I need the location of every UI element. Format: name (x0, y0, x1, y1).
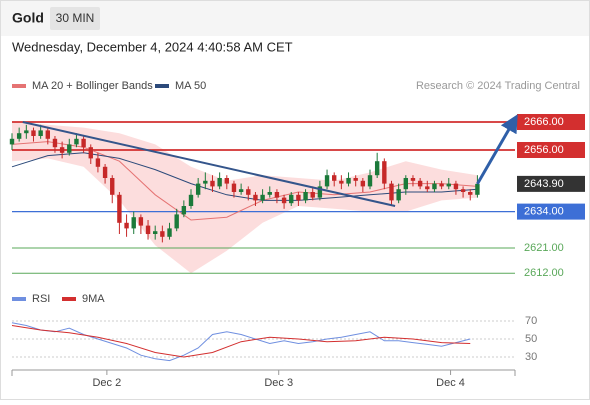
candle-body (74, 138, 79, 145)
level-badge (517, 203, 585, 220)
candle-body (403, 178, 409, 190)
candle-body (188, 194, 194, 206)
legend-swatch (155, 84, 169, 88)
level-badge (517, 175, 585, 192)
candle-body (16, 133, 22, 139)
candle-body (145, 225, 151, 234)
candle-body (153, 231, 158, 234)
level-label: 2634.00 (524, 206, 564, 218)
candle-body (425, 186, 430, 190)
candle-body (446, 183, 451, 187)
candle-body (195, 183, 201, 195)
candle-body (353, 178, 358, 181)
candle-body (102, 166, 108, 178)
y-tick-label: 50 (525, 333, 537, 345)
candle-body (38, 130, 43, 136)
candle-body (253, 194, 258, 201)
candle-body (468, 192, 473, 195)
trendline (22, 121, 396, 207)
candle-body (160, 231, 165, 237)
x-tick-label: Dec 4 (436, 377, 465, 389)
candle-body (360, 180, 366, 187)
candle-body (339, 180, 344, 184)
candle-body (346, 178, 351, 184)
candle-body (67, 144, 72, 153)
candle-body (389, 183, 394, 201)
credit: Research © 2024 Trading Central (416, 80, 580, 92)
timestamp: Wednesday, December 4, 2024 4:40:58 AM C… (12, 39, 293, 54)
candle-body (296, 194, 301, 201)
candle-body (274, 192, 280, 198)
level-label: 2656.00 (524, 144, 564, 156)
candle-body (267, 192, 272, 195)
candle-body (417, 180, 423, 187)
legend-label: MA 20 + Bollinger Bands (32, 80, 153, 92)
x-tick-label: Dec 3 (264, 377, 293, 389)
candle-body (432, 183, 437, 190)
y-tick-label: 70 (525, 315, 537, 327)
rsi-line (11, 325, 471, 358)
candle-body (88, 147, 93, 159)
level-label: 2666.00 (524, 116, 564, 128)
level-label: 2612.00 (524, 267, 564, 279)
level-badge (517, 114, 585, 130)
candle-body (475, 183, 480, 195)
candle-body (281, 197, 287, 204)
candle-body (396, 189, 401, 201)
candle-body (324, 175, 330, 187)
candle-body (289, 194, 294, 204)
x-tick-label: Dec 2 (92, 377, 121, 389)
instrument: Gold (12, 10, 44, 26)
legend-label: MA 50 (175, 80, 206, 92)
candle-body (174, 214, 179, 229)
candle-body (124, 222, 129, 229)
candle-body (59, 147, 65, 153)
forecast-arrow (476, 114, 518, 185)
legend-swatch (12, 297, 26, 301)
candle-body (303, 192, 308, 201)
candle-body (203, 180, 208, 184)
candle-body (131, 217, 136, 229)
candle-body (224, 178, 230, 184)
candle-body (167, 228, 172, 237)
candle-body (460, 189, 466, 192)
legend-label: RSI (32, 293, 50, 305)
candle-body (45, 130, 51, 139)
candle-body (9, 138, 15, 145)
candle-body (95, 158, 101, 167)
candle-body (31, 130, 36, 136)
candle-body (52, 138, 58, 148)
legend-label: 9MA (82, 293, 105, 305)
candle-body (260, 194, 265, 201)
y-tick-label: 30 (525, 351, 537, 363)
candle-body (117, 194, 122, 223)
candle-body (246, 189, 251, 195)
candle-body (181, 206, 187, 215)
interval-badge[interactable] (50, 7, 100, 30)
candle-body (238, 189, 244, 192)
candle-body (410, 178, 416, 181)
candle-body (317, 186, 323, 198)
candle-body (81, 138, 86, 148)
candle-body (210, 180, 215, 187)
candle-body (332, 175, 337, 181)
candle-body (231, 183, 237, 192)
candle-body (217, 178, 222, 187)
candle-body (382, 161, 387, 184)
candle-body (310, 192, 315, 198)
level-label: 2643.90 (524, 178, 564, 190)
candle-body (439, 183, 444, 187)
candle-body (110, 178, 115, 195)
candle-body (374, 161, 380, 176)
candle-body (453, 183, 459, 190)
legend-swatch (12, 84, 26, 88)
interval[interactable]: 30 MIN (56, 11, 95, 25)
legend-swatch (62, 297, 76, 301)
candle-body (24, 130, 29, 134)
level-badge (517, 142, 585, 158)
candle-body (138, 217, 144, 226)
level-label: 2621.00 (524, 242, 564, 254)
candle-body (367, 175, 373, 187)
